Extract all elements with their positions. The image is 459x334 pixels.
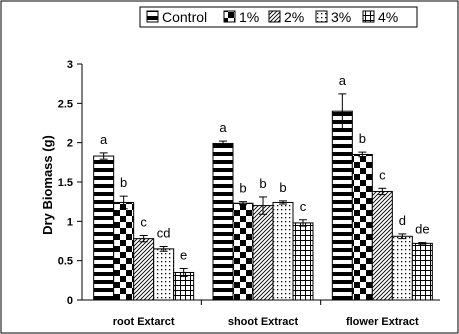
significance-label: a	[339, 73, 347, 88]
legend-swatch	[362, 10, 375, 23]
y-tick-label: 1.5	[58, 177, 73, 189]
y-tick-label: 2.5	[58, 98, 73, 110]
y-axis: 0 0.5 1 1.5 2 2.5 3	[58, 59, 83, 307]
significance-label: cd	[157, 226, 171, 241]
bar	[252, 205, 274, 301]
significance-label: a	[100, 132, 108, 147]
bar	[133, 238, 155, 301]
bar	[331, 110, 353, 301]
legend-swatch	[146, 10, 159, 23]
significance-label: c	[300, 199, 307, 214]
bar	[391, 235, 413, 301]
significance-label: b	[120, 175, 127, 190]
significance-label: d	[399, 213, 406, 228]
bar	[113, 201, 135, 301]
bar	[272, 201, 294, 301]
bar	[212, 142, 234, 301]
error-bars	[99, 93, 427, 277]
legend-label: 1%	[239, 9, 259, 25]
legend-swatch	[315, 10, 328, 23]
significance-label: a	[219, 120, 227, 135]
significance-label: c	[140, 214, 147, 229]
significance-label: b	[239, 181, 246, 196]
x-axis: root Extarct shoot Extract flower Extract	[82, 299, 440, 328]
x-category-label: flower Extract	[346, 316, 419, 328]
x-category-label: root Extarct	[113, 316, 175, 328]
significance-label: b	[259, 176, 266, 191]
legend: Control 1% 2% 3% 4%	[139, 6, 418, 28]
bar	[232, 202, 254, 301]
y-tick-label: 0.5	[58, 256, 73, 268]
bar	[411, 242, 433, 301]
significance-label: c	[379, 167, 386, 182]
bar	[93, 155, 115, 301]
legend-label: 4%	[378, 9, 398, 25]
legend-swatch	[223, 10, 236, 23]
significance-label: e	[180, 248, 187, 263]
y-axis-title: Dry Biomass (g)	[40, 135, 55, 235]
legend-swatch	[268, 10, 281, 23]
y-tick-label: 2	[67, 138, 73, 150]
significance-label: b	[279, 180, 286, 195]
y-tick-label: 0	[67, 295, 73, 307]
y-tick-label: 3	[67, 59, 73, 71]
significance-label: de	[415, 222, 429, 237]
significance-label: b	[359, 131, 366, 146]
x-category-label: shoot Extract	[228, 316, 299, 328]
legend-label: Control	[162, 9, 207, 25]
bar	[292, 222, 314, 301]
bars	[93, 110, 433, 301]
bar	[371, 190, 393, 301]
y-tick-label: 1	[67, 216, 73, 228]
bar	[153, 248, 175, 301]
legend-label: 3%	[331, 9, 351, 25]
bar	[351, 153, 373, 301]
legend-label: 2%	[284, 9, 304, 25]
